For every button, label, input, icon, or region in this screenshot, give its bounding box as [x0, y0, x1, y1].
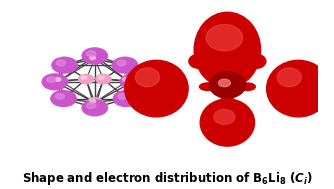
- Ellipse shape: [246, 54, 266, 68]
- Circle shape: [82, 100, 108, 116]
- Circle shape: [56, 60, 65, 66]
- Circle shape: [90, 99, 96, 103]
- Circle shape: [125, 77, 134, 82]
- Circle shape: [87, 51, 96, 57]
- Ellipse shape: [194, 12, 261, 88]
- Ellipse shape: [135, 68, 159, 87]
- Circle shape: [112, 57, 138, 73]
- Circle shape: [82, 48, 108, 64]
- Circle shape: [123, 78, 129, 81]
- Ellipse shape: [220, 92, 234, 100]
- Circle shape: [42, 74, 67, 90]
- Ellipse shape: [199, 83, 216, 91]
- Circle shape: [120, 76, 135, 85]
- Circle shape: [96, 74, 111, 84]
- Circle shape: [118, 94, 127, 99]
- Ellipse shape: [218, 79, 230, 87]
- Ellipse shape: [209, 72, 245, 98]
- Circle shape: [90, 56, 96, 60]
- Ellipse shape: [214, 109, 235, 124]
- Ellipse shape: [206, 25, 242, 51]
- Circle shape: [52, 76, 67, 85]
- Circle shape: [78, 74, 94, 84]
- Circle shape: [51, 91, 76, 106]
- Ellipse shape: [267, 60, 330, 117]
- Circle shape: [87, 54, 102, 64]
- Circle shape: [55, 94, 64, 99]
- Ellipse shape: [200, 99, 255, 146]
- Circle shape: [87, 103, 96, 108]
- Ellipse shape: [239, 83, 255, 91]
- Text: $\mathbf{Shape\ and\ electron\ distribution\ of\ B_6Li_8\ (}$$\mathbfit{C_i}$$\m: $\mathbf{Shape\ and\ electron\ distribut…: [21, 170, 313, 187]
- Circle shape: [81, 76, 87, 80]
- Circle shape: [87, 98, 102, 107]
- Circle shape: [113, 91, 139, 106]
- Circle shape: [120, 74, 146, 90]
- Circle shape: [52, 57, 77, 73]
- Circle shape: [99, 76, 104, 80]
- Ellipse shape: [125, 60, 188, 117]
- Ellipse shape: [189, 54, 208, 68]
- Circle shape: [55, 78, 61, 81]
- Ellipse shape: [219, 68, 236, 79]
- Ellipse shape: [277, 68, 301, 87]
- Circle shape: [117, 60, 126, 66]
- Circle shape: [47, 77, 56, 82]
